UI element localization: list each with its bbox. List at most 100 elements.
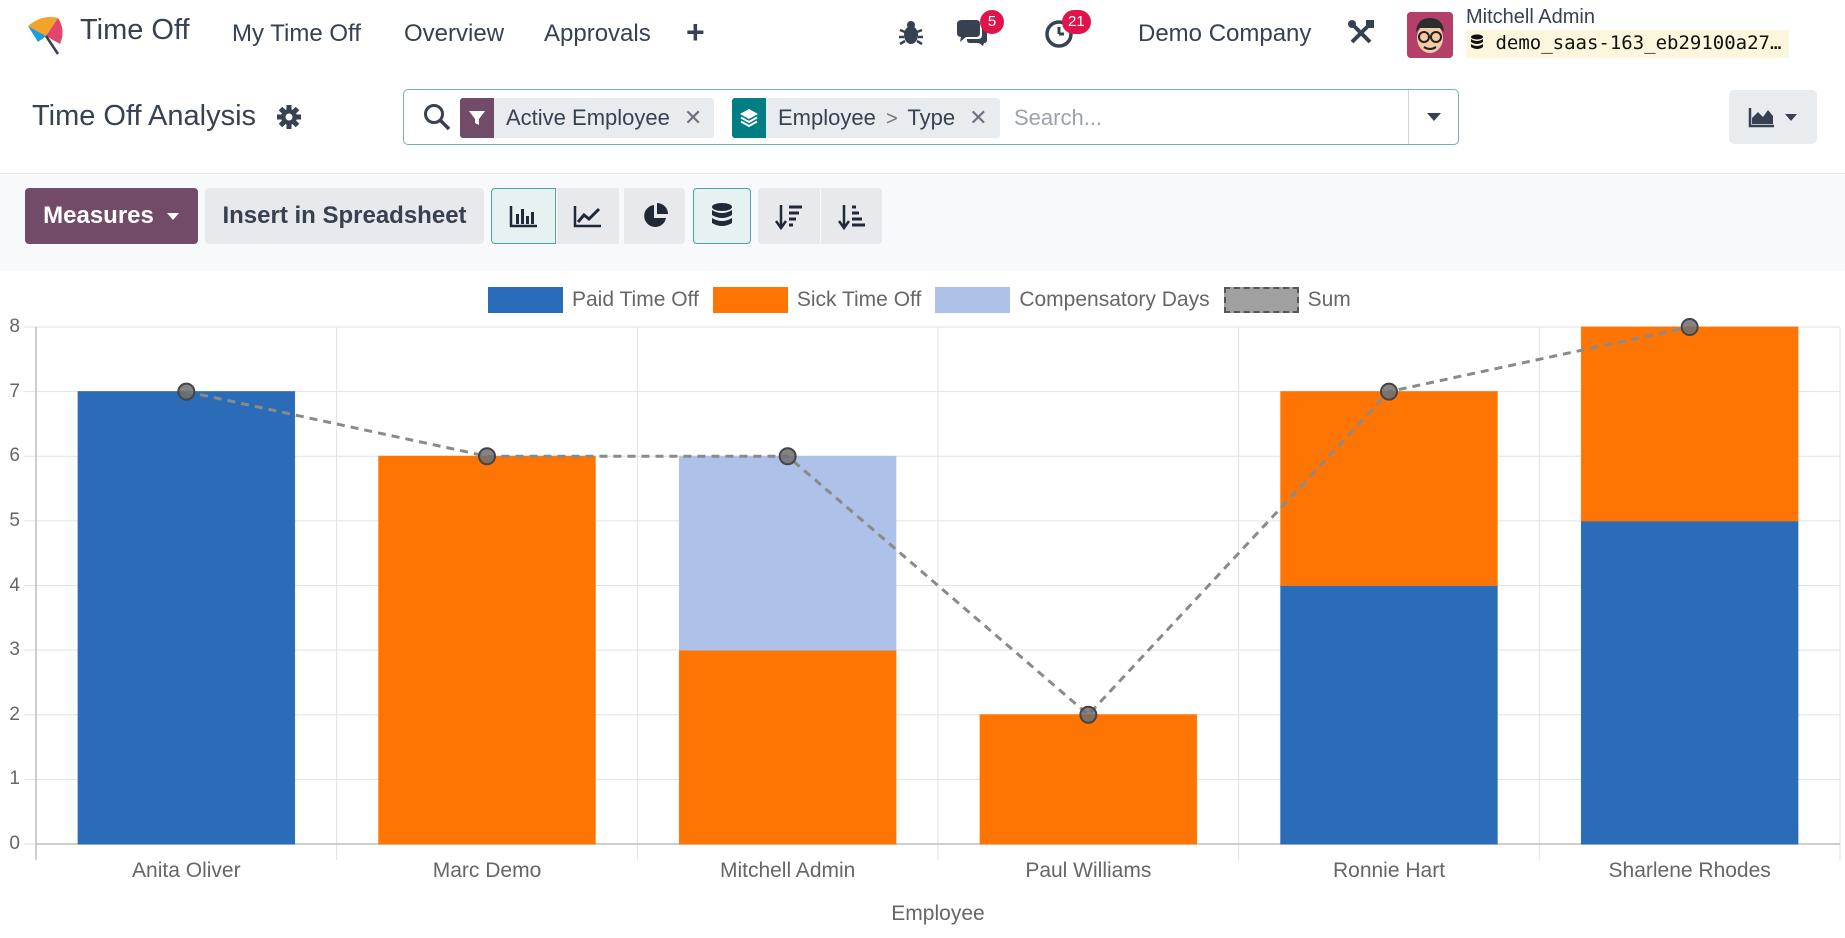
facet-remove-icon[interactable]: ✕ <box>969 105 988 130</box>
time-off-app-icon[interactable] <box>24 12 68 56</box>
messages-icon[interactable] <box>954 16 988 50</box>
sum-point <box>478 447 496 466</box>
y-tick-label: 7 <box>9 380 20 402</box>
legend-label: Paid Time Off <box>572 288 699 311</box>
caret-down-icon <box>166 212 179 220</box>
bar-sick <box>1280 391 1498 586</box>
filter-icon <box>460 98 494 138</box>
new-request-plus-icon[interactable]: + <box>686 14 705 50</box>
sort-ascending-button[interactable] <box>821 188 882 244</box>
graph-view: Paid Time Off Sick Time Off Compensatory… <box>0 271 1845 938</box>
nav-my-time-off[interactable]: My Time Off <box>232 20 361 47</box>
legend-label: Compensatory Days <box>1019 288 1210 311</box>
x-tick-label: Mitchell Admin <box>719 859 856 882</box>
caret-down-icon <box>1785 113 1797 121</box>
view-switcher[interactable] <box>1729 90 1817 144</box>
bar-comp <box>678 455 897 651</box>
database-name: demo_saas-163_eb29100a27… <box>1466 30 1790 58</box>
facet-groupby[interactable]: Employee > Type ✕ <box>732 98 1000 138</box>
facet-active-employee[interactable]: Active Employee ✕ <box>460 98 715 138</box>
pie-chart-button[interactable] <box>624 188 685 244</box>
line-chart-button[interactable] <box>557 188 619 244</box>
chart-legend: Paid Time Off Sick Time Off Compensatory… <box>488 285 1365 315</box>
legend-item-paid[interactable]: Paid Time Off <box>488 287 699 313</box>
page-title: Time Off Analysis <box>32 100 257 132</box>
activity-clock-icon[interactable] <box>1042 16 1076 50</box>
x-tick-label: Ronnie Hart <box>1332 859 1446 882</box>
facet-remove-icon[interactable]: ✕ <box>683 105 703 130</box>
user-name[interactable]: Mitchell Admin <box>1466 6 1595 28</box>
stacked-toggle-button[interactable] <box>693 188 751 244</box>
area-chart-icon <box>1748 108 1774 128</box>
gear-icon[interactable] <box>276 104 302 130</box>
bar-sick <box>1580 326 1799 522</box>
sum-line <box>186 325 1690 717</box>
y-tick-label: 6 <box>9 445 20 467</box>
nav-approvals[interactable]: Approvals <box>544 20 651 47</box>
measures-label: Measures <box>43 202 154 229</box>
user-avatar[interactable] <box>1407 12 1453 58</box>
sum-point <box>1380 382 1398 401</box>
search-icon[interactable] <box>422 102 452 132</box>
y-tick-label: 3 <box>9 639 20 661</box>
line-chart-icon <box>573 206 601 228</box>
sort-descending-button[interactable] <box>758 188 820 244</box>
search-options-toggle[interactable] <box>1408 90 1458 144</box>
legend-item-comp[interactable]: Compensatory Days <box>935 287 1210 313</box>
legend-label: Sick Time Off <box>796 288 922 311</box>
facet-label: Active Employee <box>506 105 670 130</box>
x-axis-title: Employee <box>891 902 985 925</box>
x-tick-label: Anita Oliver <box>132 859 241 882</box>
facet-label: Employee > Type <box>766 105 969 131</box>
graph-toolbar: Measures Insert in Spreadsheet <box>0 175 1845 271</box>
legend-label: Sum <box>1307 288 1351 311</box>
bar-sick <box>378 455 596 845</box>
bar-paid <box>1280 585 1498 845</box>
legend-swatch <box>488 287 563 313</box>
bar-chart-icon <box>509 206 537 228</box>
company-switcher[interactable]: Demo Company <box>1138 20 1312 47</box>
sum-point <box>1680 318 1699 336</box>
sum-point <box>1079 705 1098 724</box>
y-tick-label: 1 <box>9 768 20 790</box>
y-tick-label: 0 <box>9 833 20 854</box>
x-tick-label: Sharlene Rhodes <box>1608 859 1771 882</box>
tools-icon[interactable] <box>1344 16 1378 50</box>
nav-overview[interactable]: Overview <box>404 20 505 47</box>
control-panel: Time Off Analysis Active Employee ✕ <box>0 66 1845 174</box>
sort-descending-icon <box>775 205 802 230</box>
x-tick-label: Paul Williams <box>1025 859 1152 882</box>
y-tick-label: 5 <box>9 509 20 531</box>
database-name-text: demo_saas-163_eb29100a27… <box>1495 32 1782 54</box>
insert-spreadsheet-label: Insert in Spreadsheet <box>222 202 467 229</box>
legend-swatch <box>1223 287 1299 313</box>
search-bar[interactable]: Active Employee ✕ Employee > Type ✕ <box>403 89 1459 145</box>
insert-spreadsheet-button[interactable]: Insert in Spreadsheet <box>205 188 484 244</box>
legend-swatch <box>712 287 788 313</box>
sort-ascending-icon <box>837 205 865 230</box>
legend-item-sum[interactable]: Sum <box>1223 287 1351 313</box>
sum-point <box>177 382 196 401</box>
chart-canvas <box>24 318 1841 860</box>
y-tick-label: 4 <box>9 574 20 596</box>
groupby-separator-icon: > <box>885 108 898 130</box>
bar-paid <box>1580 520 1799 845</box>
legend-item-sick[interactable]: Sick Time Off <box>712 287 922 313</box>
bar-chart-button[interactable] <box>491 188 556 244</box>
caret-down-icon <box>1426 113 1441 121</box>
database-icon <box>1471 34 1483 49</box>
sum-point <box>778 447 797 466</box>
measures-button[interactable]: Measures <box>25 188 198 244</box>
bar-sick <box>678 649 897 845</box>
activities-badge: 21 <box>1062 10 1091 34</box>
top-navbar: Time Off My Time Off Overview Approvals … <box>0 0 1845 66</box>
layers-icon <box>732 98 766 138</box>
bug-icon[interactable] <box>894 16 928 50</box>
pie-chart-icon <box>643 203 668 227</box>
y-tick-label: 8 <box>9 316 20 337</box>
app-name[interactable]: Time Off <box>80 14 190 46</box>
search-input[interactable] <box>1014 104 1404 132</box>
groupby-part-employee: Employee <box>778 105 876 130</box>
messages-badge: 5 <box>980 10 1004 34</box>
groupby-part-type: Type <box>907 105 956 130</box>
